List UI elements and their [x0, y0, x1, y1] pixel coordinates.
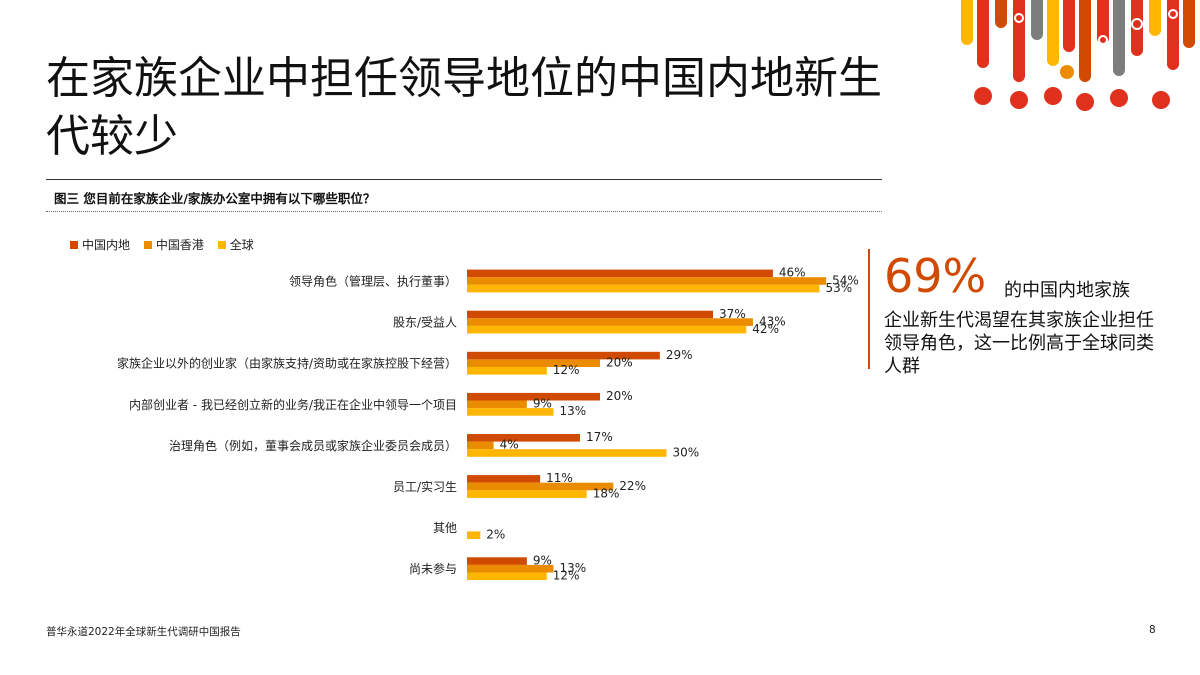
bar-hongkong [467, 441, 494, 450]
bar-global [467, 572, 547, 581]
category-label: 内部创业者 - 我已经创立新的业务/我正在企业中领导一个项目 [129, 397, 457, 412]
data-label-hongkong: 9% [533, 397, 552, 411]
legend-item-mainland: 中国内地 [70, 236, 130, 253]
data-label-mainland: 29% [666, 348, 693, 362]
category-label: 治理角色（例如，董事会成员或家族企业委员会成员） [169, 438, 457, 453]
bar-hongkong [467, 564, 554, 573]
figure-bottom-rule [46, 211, 882, 212]
data-label-mainland: 11% [546, 471, 573, 485]
figure-caption: 图三 您目前在家族企业/家族办公室中拥有以下哪些职位？ [54, 191, 376, 206]
legend-swatch-hongkong [143, 240, 152, 249]
data-label-global: 42% [752, 322, 779, 336]
data-label-global: 2% [486, 528, 505, 542]
data-label-global: 12% [553, 569, 580, 583]
bar-mainland [467, 269, 773, 278]
bar-global [467, 490, 587, 498]
bar-global [467, 325, 747, 334]
category-label: 股东/受益人 [393, 316, 457, 330]
callout-text: 企业新生代渴望在其家族企业担任领导角色，这一比例高于全球同类人群 [884, 310, 1154, 377]
legend-label-global: 全球 [229, 238, 254, 252]
bar-mainland [467, 557, 527, 565]
callout-percentage: 69% [884, 249, 987, 303]
data-label-hongkong: 4% [500, 438, 519, 452]
bar-chart: 领导角色（管理层、执行董事） 46% 54%53% 股东/受益人 37% 43%42% 家族… [117, 266, 859, 583]
bar-hongkong [467, 318, 753, 326]
bar-global [467, 284, 820, 293]
data-label-hongkong: 43% [759, 314, 786, 328]
callout-accent-line [868, 249, 870, 369]
data-label-global: 53% [825, 281, 852, 295]
bar-mainland [467, 475, 541, 483]
category-label: 尚未参与 [409, 561, 457, 576]
data-label-global: 12% [553, 363, 580, 377]
legend-label-mainland: 中国内地 [82, 238, 131, 252]
bar-hongkong [467, 400, 527, 409]
data-label-mainland: 9% [533, 553, 552, 567]
legend-label-hongkong: 中国香港 [155, 238, 204, 252]
bar-global [467, 367, 547, 375]
bar-mainland [467, 434, 581, 442]
data-label-mainland: 46% [779, 266, 806, 280]
legend-swatch-global [217, 240, 226, 249]
category-label: 领导角色（管理层、执行董事） [289, 274, 457, 289]
category-label: 家族企业以外的创业家（由家族支持/资助或在家族控股下经营） [117, 356, 457, 371]
bar-global [467, 408, 554, 416]
data-label-mainland: 17% [586, 430, 613, 444]
callout-headline: 的中国内地家族 [1004, 280, 1130, 301]
bar-mainland [467, 310, 714, 319]
bar-mainland [467, 392, 600, 401]
decorative-graphic [961, 0, 1195, 111]
bar-hongkong [467, 359, 600, 367]
bar-hongkong [467, 482, 614, 491]
figure-top-rule [46, 179, 882, 180]
data-label-global: 30% [673, 445, 700, 459]
footer-source: 普华永道2022年全球新生代调研中国报告 [46, 626, 241, 638]
page-number: 8 [1149, 624, 1156, 636]
chart-legend: 中国内地 中国香港 全球 [70, 236, 264, 253]
legend-item-hongkong: 中国香港 [143, 236, 204, 253]
category-label: 员工/实习生 [393, 479, 457, 494]
legend-swatch-mainland [70, 240, 78, 249]
data-label-hongkong: 20% [606, 356, 633, 370]
data-label-hongkong: 22% [619, 479, 646, 493]
category-label: 其他 [433, 521, 457, 535]
bar-hongkong [467, 277, 827, 285]
data-label-mainland: 37% [719, 307, 746, 321]
bar-global [467, 531, 481, 539]
bar-mainland [467, 351, 660, 360]
bar-global [467, 449, 667, 457]
data-label-global: 18% [593, 486, 620, 500]
data-label-global: 13% [559, 404, 586, 418]
slide-title: 在家族企业中担任领导地位的中国内地新生代较少 [46, 53, 882, 162]
data-label-hongkong: 13% [559, 561, 586, 575]
data-label-mainland: 20% [606, 389, 633, 403]
data-label-hongkong: 54% [832, 273, 859, 287]
legend-item-global: 全球 [217, 236, 254, 253]
